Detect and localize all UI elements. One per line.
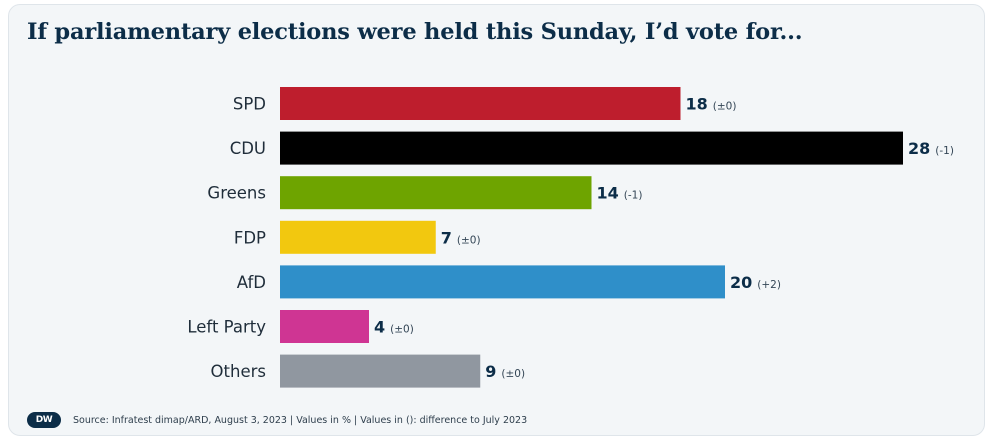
change-label-fdp: (±0) xyxy=(457,234,481,246)
category-label-left-party: Left Party xyxy=(187,318,266,337)
change-label-greens: (-1) xyxy=(624,190,643,202)
bar-others xyxy=(280,354,481,388)
chart-card: If parliamentary elections were held thi… xyxy=(8,4,985,436)
bar-cdu xyxy=(280,131,903,165)
category-label-others: Others xyxy=(211,362,266,381)
value-label-greens: 14 (-1) xyxy=(597,184,643,203)
bar-greens xyxy=(280,176,592,210)
change-label-cdu: (-1) xyxy=(935,145,954,157)
source-note: Source: Infratest dimap/ARD, August 3, 2… xyxy=(73,414,528,426)
dw-logo: DW xyxy=(27,412,61,428)
value-label-cdu: 28 (-1) xyxy=(908,139,954,158)
bar-left-party xyxy=(280,310,369,343)
value-label-left-party: 4 (±0) xyxy=(374,318,414,337)
change-label-afd: (+2) xyxy=(757,279,781,291)
bar-chart: SPD 18 (±0) CDU 28 (-1) Greens 14 (-1) FDP 7 (±0) Af… xyxy=(187,87,954,388)
bar-fdp xyxy=(280,220,436,254)
category-label-fdp: FDP xyxy=(234,228,266,247)
value-label-spd: 18 (±0) xyxy=(686,95,737,114)
value-label-afd: 20 (+2) xyxy=(730,273,781,292)
category-label-cdu: CDU xyxy=(230,139,266,158)
value-label-fdp: 7 (±0) xyxy=(441,228,481,247)
bar-afd xyxy=(280,265,725,299)
change-label-spd: (±0) xyxy=(713,101,737,113)
footer: DW Source: Infratest dimap/ARD, August 3… xyxy=(27,410,527,430)
category-label-spd: SPD xyxy=(233,95,266,114)
value-label-others: 9 (±0) xyxy=(485,362,525,381)
change-label-left-party: (±0) xyxy=(390,324,414,336)
chart-title: If parliamentary elections were held thi… xyxy=(27,19,803,45)
bar-spd xyxy=(280,87,681,120)
change-label-others: (±0) xyxy=(501,368,525,380)
category-label-afd: AfD xyxy=(237,273,266,292)
category-label-greens: Greens xyxy=(207,184,266,203)
